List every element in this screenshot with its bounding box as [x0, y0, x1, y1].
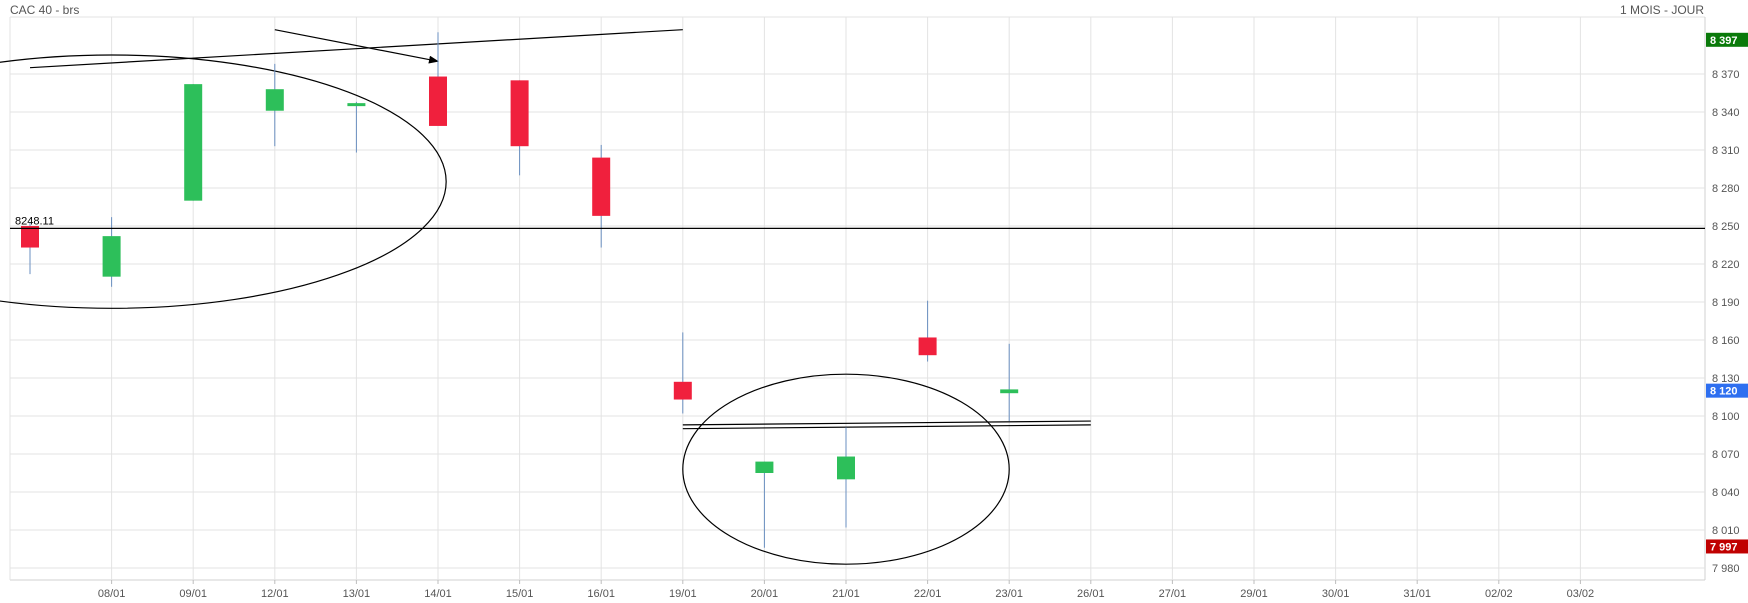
x-tick-label: 21/01 [832, 588, 860, 600]
trendline [682, 420, 1091, 426]
y-tick-label: 8 010 [1712, 525, 1740, 537]
x-tick-label: 02/02 [1485, 588, 1513, 600]
x-tick-label: 15/01 [506, 588, 534, 600]
x-tick-label: 09/01 [179, 588, 207, 600]
x-tick-label: 13/01 [343, 588, 371, 600]
candle-up [347, 103, 366, 107]
price-badge-label-low: 7 997 [1710, 541, 1738, 553]
x-tick-label: 27/01 [1159, 588, 1187, 600]
candle-up [184, 84, 203, 201]
candle-down [429, 76, 447, 126]
y-tick-label: 8 070 [1712, 449, 1740, 461]
price-badge-label-current: 8 120 [1710, 386, 1738, 398]
trendline [29, 29, 683, 69]
x-tick-label: 08/01 [98, 588, 126, 600]
trendline [682, 424, 1091, 430]
x-tick-label: 14/01 [424, 588, 452, 600]
annotation-ellipse [682, 373, 1010, 565]
price-badge-current [1706, 383, 1748, 398]
candle-up [837, 456, 855, 480]
drawing-annotations [0, 29, 1091, 565]
candles [21, 32, 1019, 548]
reference-line-group: 8248.11 [10, 215, 1705, 229]
price-badge-low [1706, 539, 1748, 554]
candle-down [918, 337, 937, 356]
y-tick-label: 8 190 [1712, 297, 1740, 309]
x-tick-label: 22/01 [914, 588, 942, 600]
candle-down [592, 157, 611, 216]
period-label: 1 MOIS - JOUR [1619, 3, 1704, 17]
x-tick-label: 23/01 [995, 588, 1023, 600]
y-tick-label: 8 100 [1712, 411, 1740, 423]
annotation-arrow [274, 29, 439, 64]
chart-title: CAC 40 - brs [10, 3, 80, 17]
annotation-ellipse [0, 54, 447, 309]
y-tick-label: 8 340 [1712, 107, 1740, 119]
candle-up [102, 236, 121, 277]
candle-up [755, 461, 774, 473]
y-tick-label: 8 250 [1712, 221, 1740, 233]
x-tick-label: 31/01 [1403, 588, 1431, 600]
x-tick-label: 29/01 [1240, 588, 1268, 600]
y-tick-label: 8 160 [1712, 335, 1740, 347]
candle-down [673, 381, 692, 400]
price-badges: 8 397 8 120 7 997 [1706, 32, 1748, 554]
y-tick-label: 8 310 [1712, 145, 1740, 157]
x-tick-label: 26/01 [1077, 588, 1105, 600]
candle-down [510, 80, 529, 147]
price-badge-label-high: 8 397 [1710, 35, 1738, 47]
x-tick-label: 19/01 [669, 588, 697, 600]
reference-line-label: 8248.11 [15, 215, 54, 227]
x-tick-label: 16/01 [587, 588, 615, 600]
candle-up [1000, 389, 1019, 394]
x-tick-label: 03/02 [1567, 588, 1595, 600]
candle-down [21, 226, 39, 248]
y-tick-label: 8 370 [1712, 69, 1740, 81]
x-tick-label: 20/01 [751, 588, 779, 600]
y-tick-label: 7 980 [1712, 563, 1740, 575]
y-tick-label: 8 220 [1712, 259, 1740, 271]
x-tick-label: 30/01 [1322, 588, 1350, 600]
y-tick-label: 8 040 [1712, 487, 1740, 499]
price-badge-high [1706, 32, 1748, 47]
y-axis: 7 980 8 010 8 040 8 070 8 100 8 130 8 160 8 190… [1712, 69, 1740, 575]
y-tick-label: 8 280 [1712, 183, 1740, 195]
y-tick-label: 8 130 [1712, 373, 1740, 385]
grid [9, 16, 1706, 581]
x-tick-label: 12/01 [261, 588, 289, 600]
x-axis: 08/01 09/01 12/01 13/01 14/01 15/01 16/01 19/01… [98, 580, 1594, 600]
candle-up [265, 89, 284, 111]
